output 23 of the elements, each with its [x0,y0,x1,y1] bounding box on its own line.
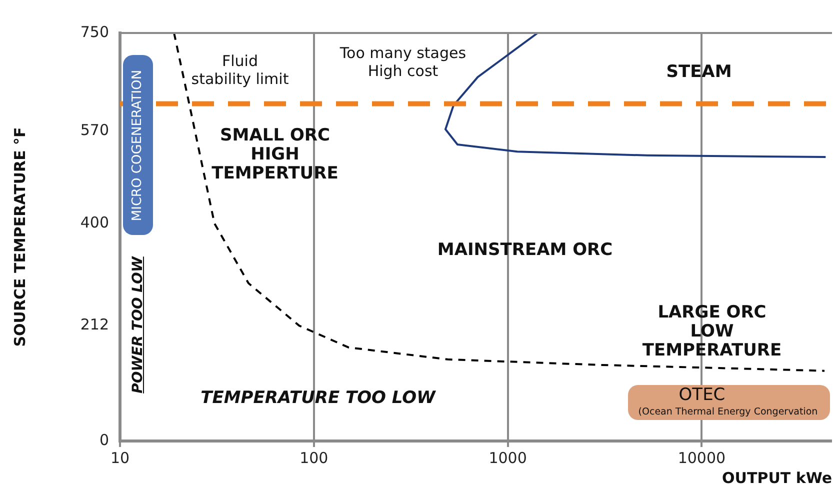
annotation: (Ocean Thermal Energy Congervation [638,406,818,418]
annotation: OTEC [678,385,726,405]
annotation: TEMPERATURE TOO LOW [200,388,436,408]
annotation: MICRO COGENERATION [130,69,146,221]
y-tick-label: 570 [80,120,109,139]
annotation: LARGE ORC LOW TEMPERATURE [642,302,782,360]
annotation: Too many stages High cost [340,44,466,80]
y-tick-label: 750 [80,22,109,41]
y-tick-label: 212 [80,316,109,334]
annotation: Fluid stability limit [191,52,289,88]
annotation: STEAM [666,62,732,82]
rounded-box: MICRO COGENERATION [123,55,153,235]
annotation: MAINSTREAM ORC [437,240,613,260]
x-tick-label: 10000 [678,448,726,467]
x-axis-title: OUTPUT kWe [722,468,832,487]
y-tick-label: 0 [99,430,109,449]
x-tick-label: 10 [110,448,130,467]
annotation: POWER TOO LOW [130,256,146,394]
y-tick-label: 400 [80,213,109,232]
x-tick-label: 100 [300,448,328,467]
y-axis-title: SOURCE TEMPERATURE °F [10,127,29,347]
annotation: SMALL ORC HIGH TEMPERTURE [212,126,338,184]
x-tick-label: 1000 [488,448,527,467]
